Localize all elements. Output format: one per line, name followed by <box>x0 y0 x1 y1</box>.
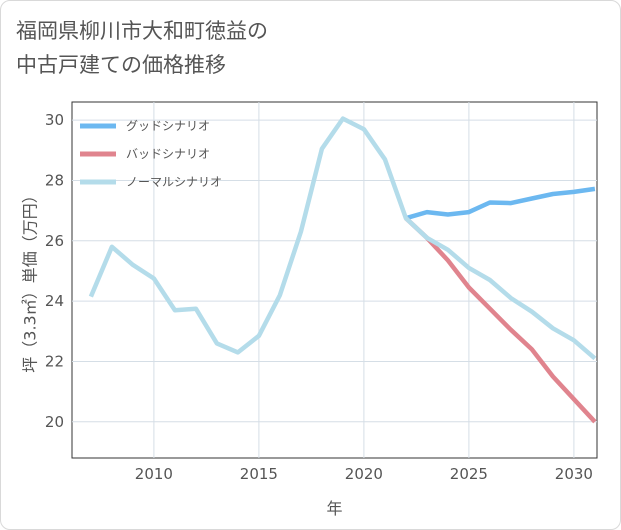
y-tick-label: 24 <box>45 292 64 310</box>
plot-area <box>71 101 598 459</box>
y-tick-label: 22 <box>45 352 64 370</box>
chart-title: 福岡県柳川市大和町徳益の 中古戸建ての価格推移 <box>16 14 436 82</box>
y-tick-label: 30 <box>45 111 64 129</box>
series-line-0 <box>405 186 596 221</box>
series-line-2 <box>88 116 597 361</box>
y-tick-label: 20 <box>45 413 64 431</box>
x-tick-label: 2010 <box>135 465 173 483</box>
series-line-1 <box>404 216 597 424</box>
x-tick-label: 2025 <box>450 465 488 483</box>
x-axis-title: 年 <box>326 499 342 518</box>
chart-title-line-2: 中古戸建ての価格推移 <box>16 53 226 77</box>
legend-label-2: ノーマルシナリオ <box>126 175 222 189</box>
x-tick-label: 2020 <box>345 465 383 483</box>
y-tick-label: 28 <box>45 171 64 189</box>
y-tick-label: 26 <box>45 232 64 250</box>
legend-label-1: バッドシナリオ <box>126 147 210 161</box>
x-tick-label: 2030 <box>555 465 593 483</box>
y-axis-title: 坪（3.3㎡）単価（万円） <box>21 187 40 372</box>
x-tick-label: 2015 <box>240 465 278 483</box>
chart-title-line-1: 福岡県柳川市大和町徳益の <box>16 19 268 43</box>
legend-label-0: グッドシナリオ <box>126 119 210 133</box>
